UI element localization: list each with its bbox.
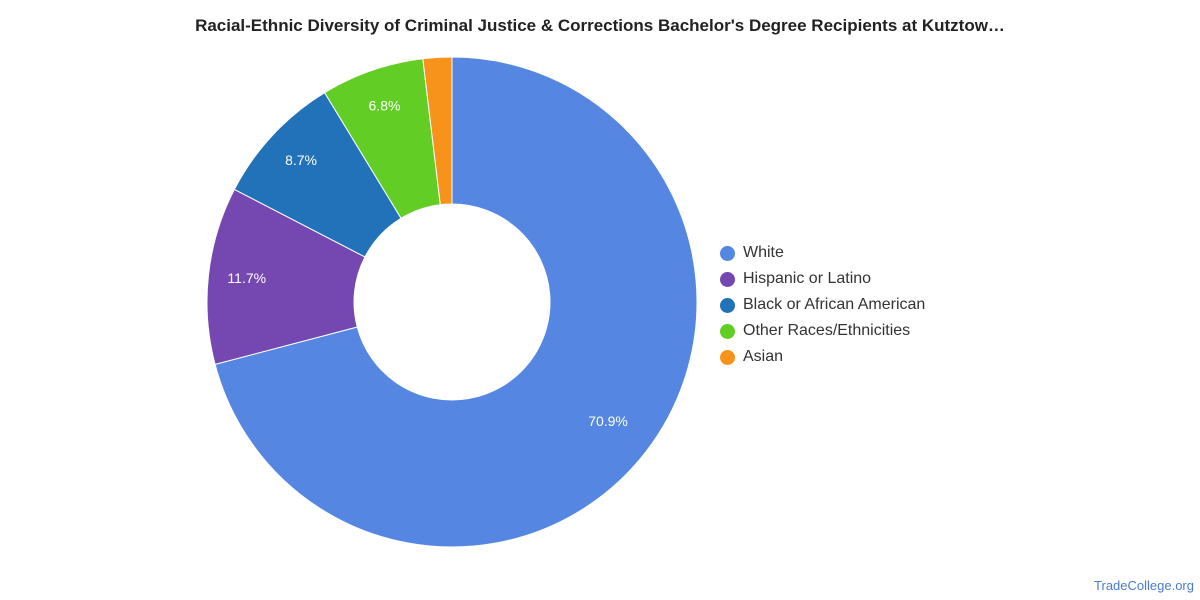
slice-hispanic-or-latino[interactable] xyxy=(206,188,366,366)
legend-swatch xyxy=(720,297,735,313)
slice-label-hispanic-or-latino: 11.7% xyxy=(227,270,266,286)
slice-label-white: 70.9% xyxy=(588,413,628,429)
legend-swatch xyxy=(720,323,735,339)
chart-legend: White Hispanic or Latino Black or African … xyxy=(720,240,925,370)
legend-label: Black or African American xyxy=(743,296,926,313)
legend-item-asian[interactable]: Asian xyxy=(720,344,925,370)
legend-swatch xyxy=(720,245,735,261)
slice-label-other-races-ethnicities: 6.8% xyxy=(369,98,401,114)
watermark-link[interactable]: TradeCollege.org xyxy=(1094,578,1194,593)
chart-title: Racial-Ethnic Diversity of Criminal Just… xyxy=(195,16,1005,35)
slice-white[interactable] xyxy=(214,56,698,548)
legend-label: Asian xyxy=(743,348,784,365)
slice-label-black-or-african-american: 8.7% xyxy=(285,152,317,168)
legend-item-black-or-african-american[interactable]: Black or African American xyxy=(720,292,925,318)
legend-label: Other Races/Ethnicities xyxy=(743,322,911,339)
legend-swatch xyxy=(720,271,735,287)
legend-item-hispanic-or-latino[interactable]: Hispanic or Latino xyxy=(720,266,925,292)
legend-item-white[interactable]: White xyxy=(720,240,925,266)
legend-item-other-races-ethnicities[interactable]: Other Races/Ethnicities xyxy=(720,318,925,344)
legend-label: Hispanic or Latino xyxy=(743,270,872,287)
legend-swatch xyxy=(720,349,735,365)
legend-label: White xyxy=(743,244,784,261)
slice-asian[interactable] xyxy=(422,56,453,206)
